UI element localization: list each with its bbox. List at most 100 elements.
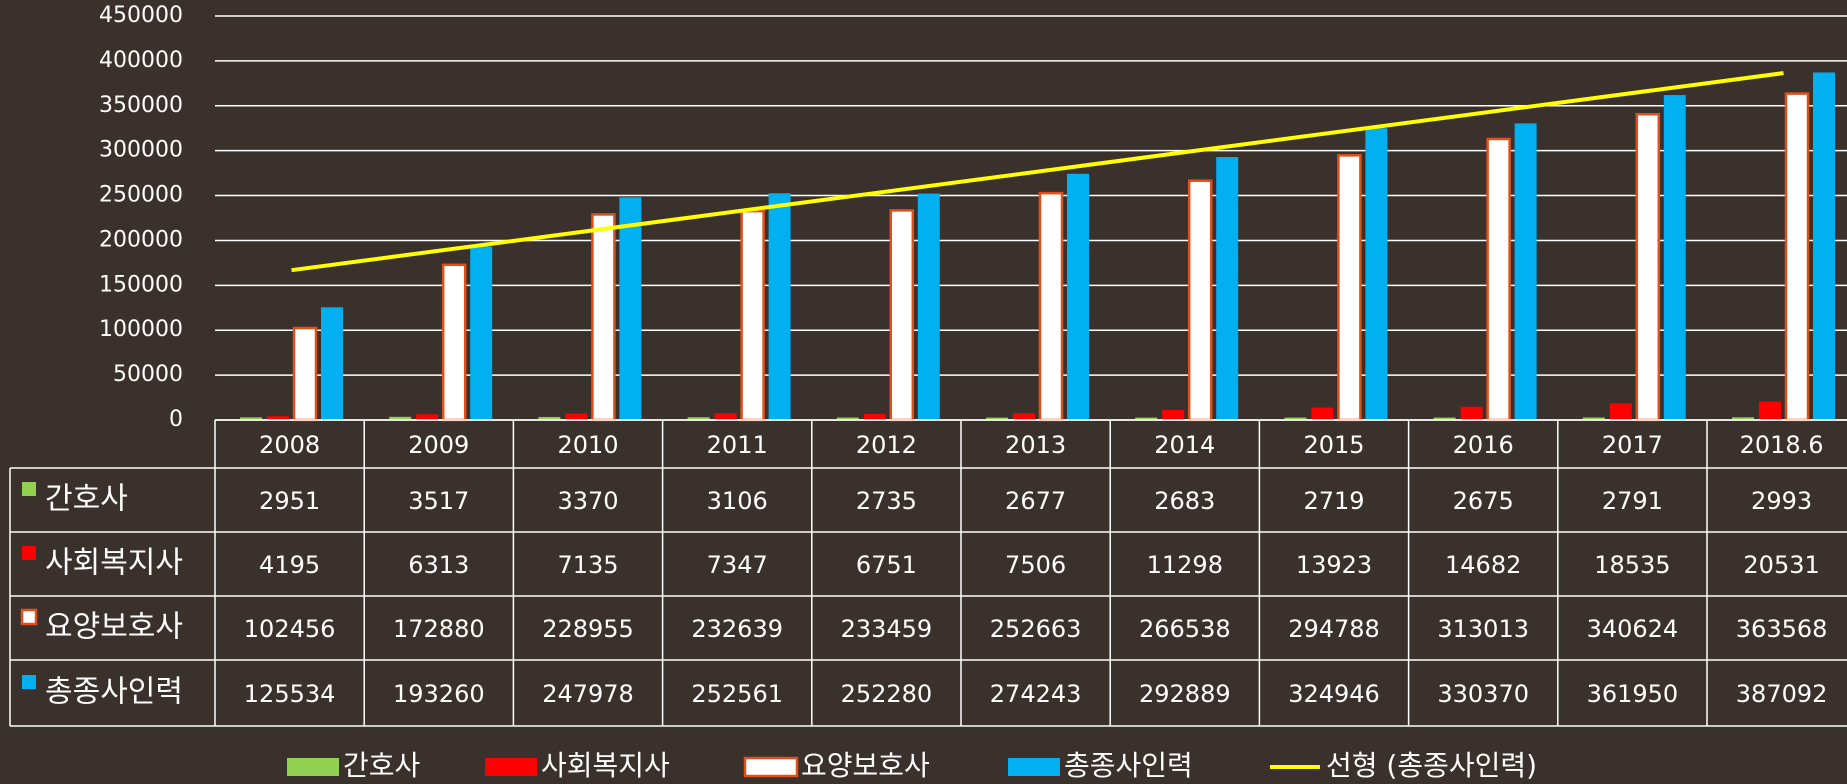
bar <box>1609 403 1632 420</box>
y-tick-label: 350000 <box>99 93 183 118</box>
bar <box>1582 417 1605 420</box>
bar <box>1038 191 1064 422</box>
bar <box>1311 407 1334 420</box>
bar <box>768 193 791 420</box>
bar <box>1187 179 1213 422</box>
bar <box>1813 72 1835 420</box>
table-cell: 14682 <box>1445 551 1521 579</box>
y-tick-label: 450000 <box>99 3 183 28</box>
bar <box>416 414 439 420</box>
bar <box>441 263 467 422</box>
bar <box>836 417 859 420</box>
x-tick-label: 2018.6 <box>1740 431 1824 459</box>
bar <box>1460 406 1483 420</box>
x-tick-label: 2013 <box>1005 431 1066 459</box>
table-cell: 228955 <box>542 615 634 643</box>
table-cell: 247978 <box>542 680 634 708</box>
bar <box>538 416 561 420</box>
table-cell: 2719 <box>1303 487 1364 515</box>
bar <box>1635 112 1661 422</box>
table-cell: 125534 <box>244 680 336 708</box>
y-tick-label: 200000 <box>99 227 183 252</box>
bar <box>917 193 940 420</box>
bar <box>267 416 289 420</box>
table-cell: 324946 <box>1288 680 1380 708</box>
row-swatch <box>22 546 36 560</box>
bar <box>714 413 737 420</box>
table-cell: 294788 <box>1288 615 1380 643</box>
y-tick-label: 250000 <box>99 183 183 208</box>
row-swatch <box>20 608 38 626</box>
x-tick-label: 2008 <box>259 431 320 459</box>
y-tick-label: 300000 <box>99 138 183 163</box>
bar <box>1732 417 1754 420</box>
table-cell: 252561 <box>691 680 783 708</box>
bar <box>1759 401 1781 420</box>
bar <box>889 209 915 422</box>
bar <box>863 413 886 420</box>
legend-swatch <box>1008 758 1060 776</box>
y-tick-label: 100000 <box>99 317 183 342</box>
table-cell: 274243 <box>990 680 1082 708</box>
bar <box>1365 128 1388 421</box>
bar <box>1216 157 1239 420</box>
legend-swatch <box>287 758 339 776</box>
row-swatch <box>22 675 36 689</box>
bar <box>1162 409 1185 420</box>
table-cell: 18535 <box>1594 551 1670 579</box>
legend-swatch <box>485 758 537 776</box>
bar <box>1337 154 1362 422</box>
bar <box>240 417 262 420</box>
legend-label: 선형 (총종사인력) <box>1326 749 1537 782</box>
bar <box>1013 413 1035 420</box>
table-cell: 387092 <box>1736 680 1828 708</box>
table-cell: 20531 <box>1743 551 1819 579</box>
bar <box>292 326 318 422</box>
y-tick-label: 50000 <box>113 362 183 387</box>
x-tick-label: 2010 <box>557 431 618 459</box>
table-cell: 330370 <box>1437 680 1529 708</box>
bar <box>321 307 343 420</box>
table-cell: 6751 <box>856 551 917 579</box>
legend-swatch <box>743 756 799 778</box>
bar <box>986 417 1008 420</box>
trendline <box>291 71 1784 273</box>
x-tick-label: 2012 <box>856 431 917 459</box>
bar <box>619 197 642 420</box>
table-cell: 252663 <box>990 615 1082 643</box>
table-cell: 2993 <box>1751 487 1812 515</box>
bar <box>565 413 588 420</box>
x-tick-label: 2011 <box>707 431 768 459</box>
table-cell: 7506 <box>1005 551 1066 579</box>
table-cell: 3106 <box>707 487 768 515</box>
table-cell: 361950 <box>1587 680 1679 708</box>
table-cell: 233459 <box>841 615 933 643</box>
bar <box>1663 95 1686 421</box>
table-cell: 363568 <box>1736 615 1828 643</box>
table-cell: 2791 <box>1602 487 1663 515</box>
bar <box>1784 92 1810 422</box>
y-tick-label: 0 <box>169 407 183 432</box>
table-cell: 13923 <box>1296 551 1372 579</box>
legend-label: 사회복지사 <box>541 749 670 782</box>
table-cell: 6313 <box>408 551 469 579</box>
x-tick-label: 2009 <box>408 431 469 459</box>
table-cell: 11298 <box>1147 551 1223 579</box>
table-cell: 2735 <box>856 487 917 515</box>
legend-label: 요양보호사 <box>801 749 930 782</box>
table-cell: 266538 <box>1139 615 1231 643</box>
legend-label: 간호사 <box>343 749 420 782</box>
table-cell: 2683 <box>1154 487 1215 515</box>
bar <box>470 246 493 420</box>
row-label: 요양보호사 <box>45 610 183 645</box>
row-label: 사회복지사 <box>45 546 183 581</box>
bar <box>1514 123 1537 420</box>
bar <box>1284 417 1307 420</box>
bar <box>591 213 616 422</box>
bar <box>389 416 412 420</box>
x-tick-label: 2016 <box>1453 431 1514 459</box>
y-tick-label: 150000 <box>99 272 183 297</box>
table-cell: 2951 <box>259 487 320 515</box>
x-tick-label: 2015 <box>1303 431 1364 459</box>
table-cell: 2677 <box>1005 487 1066 515</box>
